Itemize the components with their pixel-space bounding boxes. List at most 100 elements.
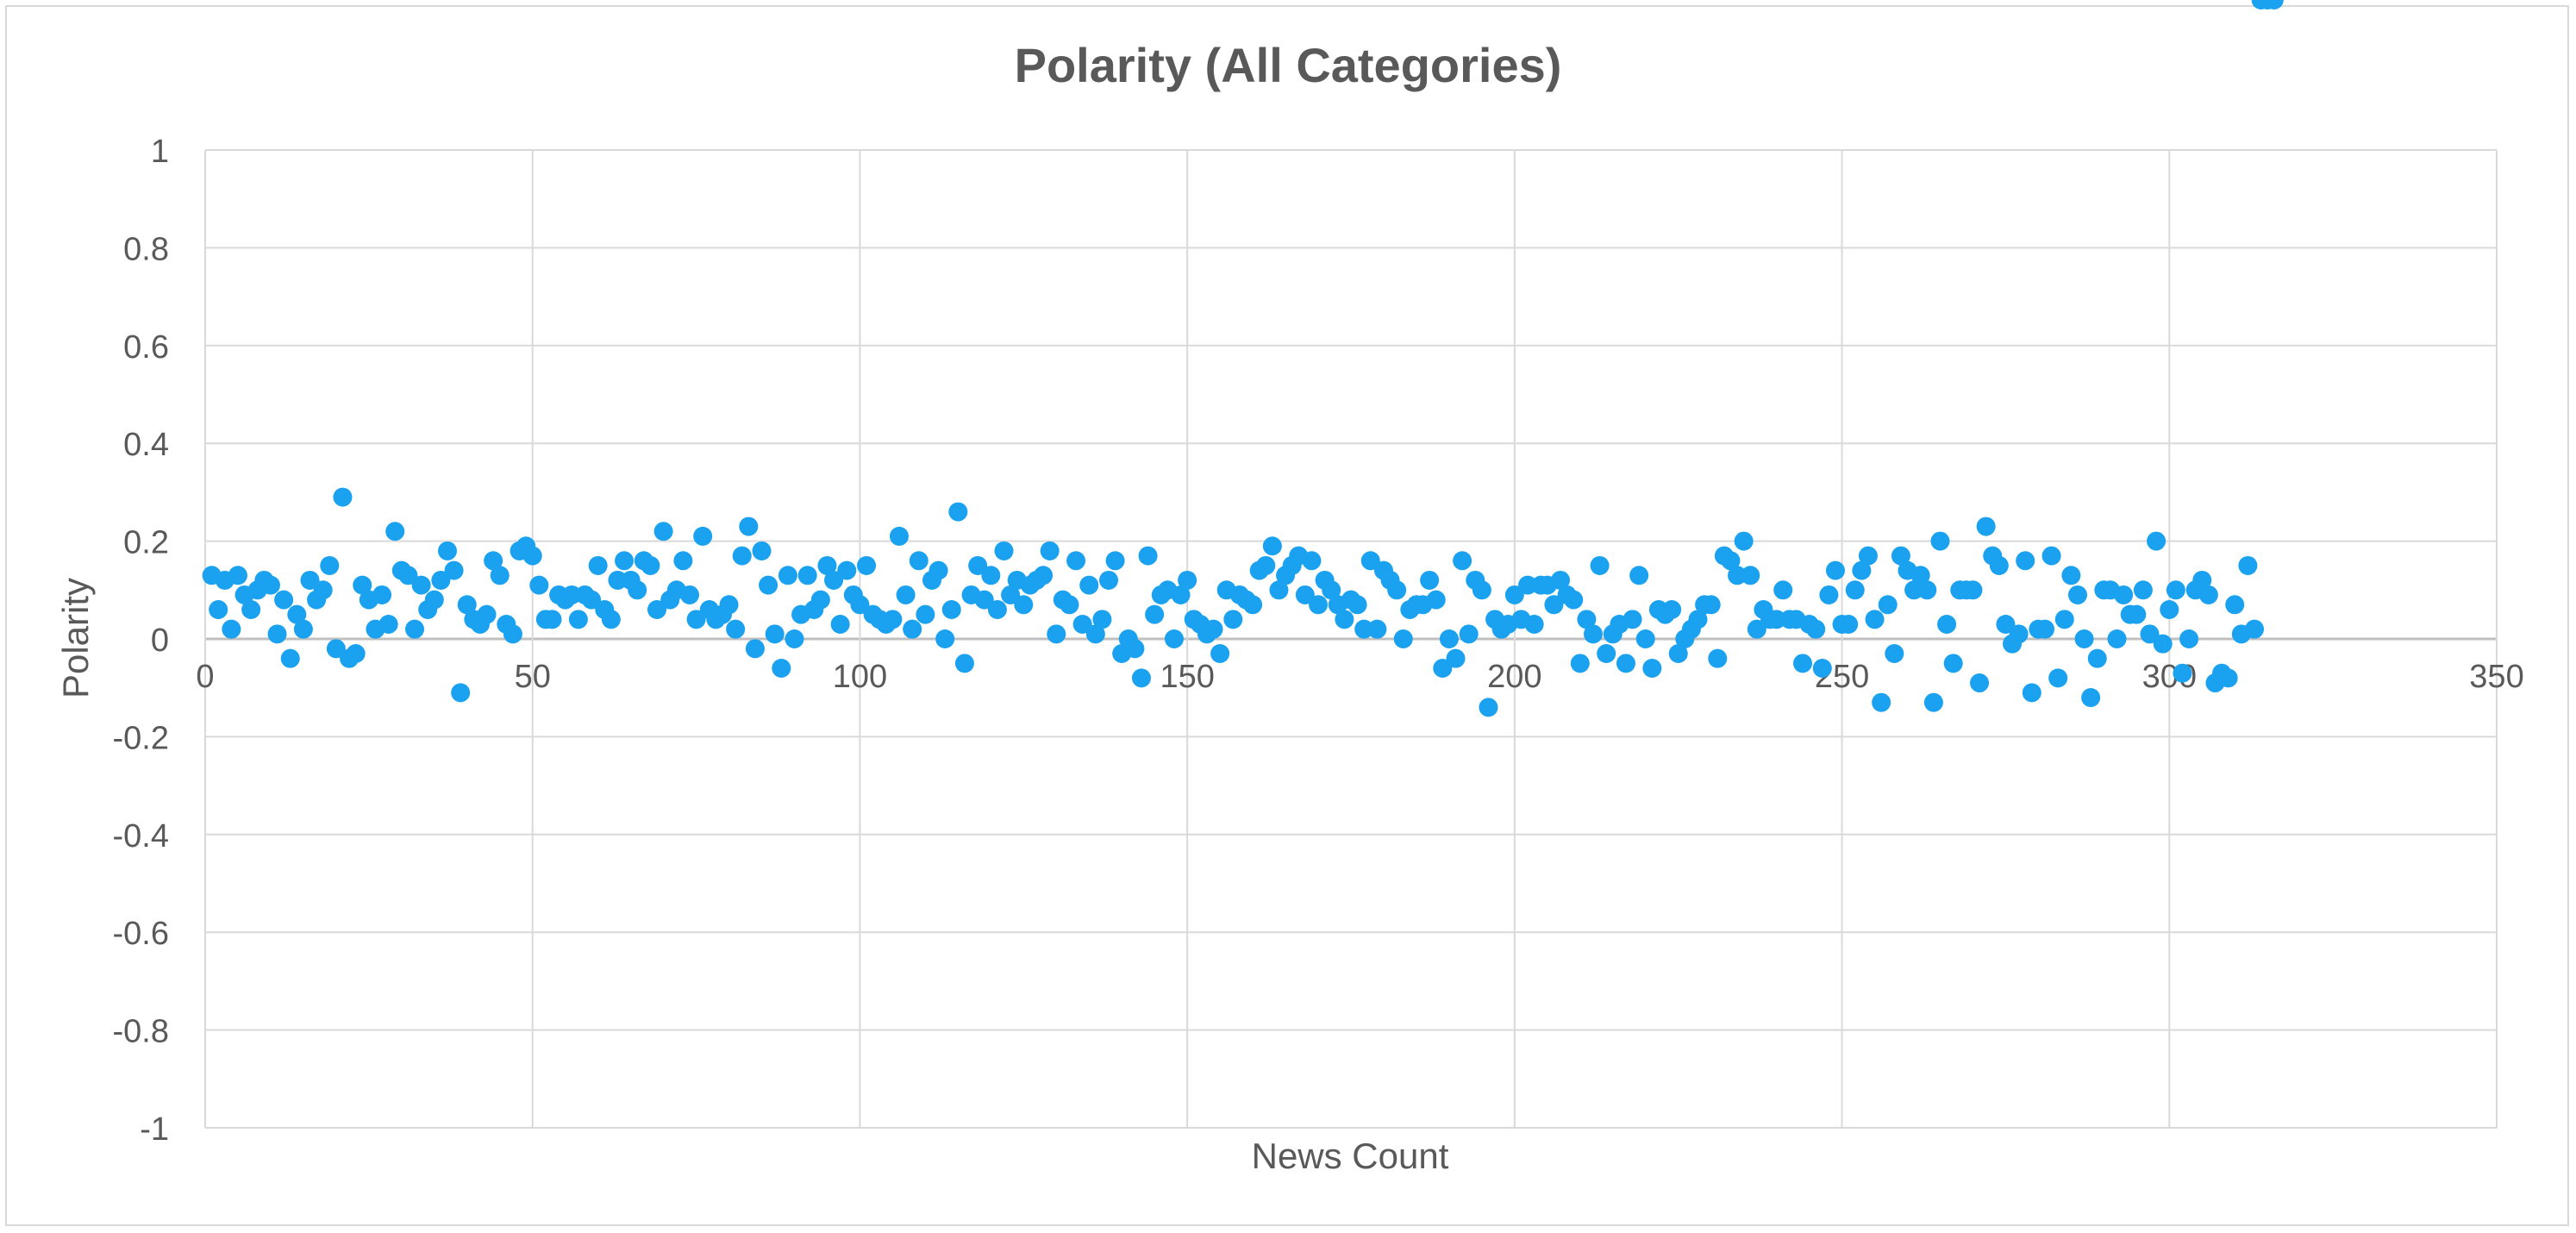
data-point — [2016, 551, 2035, 571]
data-point — [1269, 580, 1289, 600]
data-point — [1105, 551, 1125, 571]
data-point — [1066, 551, 1086, 571]
data-point — [1001, 585, 1021, 604]
data-point — [1302, 551, 1322, 571]
data-point — [398, 566, 418, 585]
data-point — [954, 654, 974, 673]
data-point — [1963, 580, 1983, 600]
data-point — [2192, 570, 2212, 590]
data-point — [1701, 595, 1721, 615]
data-point — [1583, 624, 1603, 644]
data-point — [2061, 566, 2081, 585]
data-point — [1845, 580, 1865, 600]
y-tick-label: 0.2 — [123, 525, 169, 561]
data-point — [981, 566, 1001, 585]
data-point — [1577, 610, 1597, 629]
data-point — [1524, 614, 1544, 634]
data-point — [896, 585, 916, 604]
data-point — [568, 610, 588, 629]
data-point — [1551, 570, 1571, 590]
y-tick-label: -0.6 — [113, 916, 169, 952]
y-tick-label: -0.4 — [113, 818, 169, 854]
data-point — [333, 487, 353, 507]
data-point — [1741, 566, 1760, 585]
data-point — [1360, 551, 1380, 571]
data-point — [228, 566, 247, 585]
data-point — [1453, 551, 1472, 571]
data-point — [1459, 624, 1479, 644]
data-point — [2225, 595, 2245, 615]
data-point — [1420, 570, 1440, 590]
data-point — [1014, 595, 1034, 615]
data-point — [1623, 610, 1642, 629]
data-point — [2218, 668, 2238, 688]
data-point — [1164, 629, 1184, 648]
data-point — [1518, 575, 1538, 595]
data-point — [1223, 610, 1243, 629]
data-point — [385, 522, 405, 541]
data-point — [2147, 531, 2166, 551]
data-point — [1812, 659, 1832, 679]
y-tick-label: 1 — [151, 134, 169, 170]
data-point — [1439, 629, 1459, 648]
y-tick-label: 0.8 — [123, 231, 169, 267]
data-point — [1570, 654, 1590, 673]
data-point — [1034, 566, 1054, 585]
data-point — [824, 570, 844, 590]
data-point — [1629, 566, 1649, 585]
data-point — [987, 599, 1007, 619]
data-point — [628, 580, 647, 600]
data-point — [222, 619, 241, 639]
data-point — [1178, 570, 1197, 590]
data-point — [2048, 668, 2068, 688]
data-point — [346, 644, 366, 664]
data-point — [484, 551, 503, 571]
data-point — [1910, 566, 1930, 585]
x-tick-labels: 0 50 100 150 200 250 300 350 — [196, 659, 2523, 695]
data-point — [437, 541, 457, 560]
data-point — [2107, 629, 2127, 648]
data-point — [2054, 610, 2074, 629]
data-point — [1819, 585, 1839, 604]
data-point — [293, 619, 313, 639]
data-point — [679, 585, 699, 604]
data-point — [653, 522, 673, 541]
data-point — [2114, 585, 2134, 604]
data-point — [909, 551, 928, 571]
data-point — [2238, 555, 2258, 575]
data-point — [686, 610, 706, 629]
data-point — [1721, 551, 1741, 571]
x-tick-label: 150 — [1160, 659, 1214, 695]
x-tick-label: 100 — [833, 659, 887, 695]
data-point — [451, 683, 471, 703]
y-axis-label: Polarity — [55, 578, 96, 698]
data-point — [778, 566, 797, 585]
data-point — [1204, 619, 1223, 639]
data-point — [490, 566, 510, 585]
data-point — [1747, 619, 1766, 639]
data-point — [1347, 595, 1367, 615]
data-point — [1243, 595, 1263, 615]
data-point — [2179, 629, 2199, 648]
data-point — [2133, 580, 2153, 600]
y-tick-label: 0.6 — [123, 329, 169, 366]
data-point — [1072, 614, 1092, 634]
x-tick-label: 0 — [196, 659, 214, 695]
data-point — [2140, 624, 2160, 644]
data-point — [1839, 614, 1859, 634]
data-point — [1446, 648, 1466, 668]
data-points — [202, 0, 2284, 717]
data-point — [2035, 619, 2054, 639]
data-point — [726, 619, 746, 639]
data-point — [1309, 595, 1329, 615]
data-point — [941, 599, 961, 619]
data-point — [1662, 599, 1682, 619]
data-point — [1917, 580, 1937, 600]
y-tick-label: -0.8 — [113, 1014, 169, 1050]
data-point — [1171, 585, 1191, 604]
data-point — [830, 614, 850, 634]
data-point — [444, 560, 464, 580]
data-point — [477, 604, 497, 624]
data-point — [1937, 614, 1957, 634]
data-point — [2127, 604, 2147, 624]
